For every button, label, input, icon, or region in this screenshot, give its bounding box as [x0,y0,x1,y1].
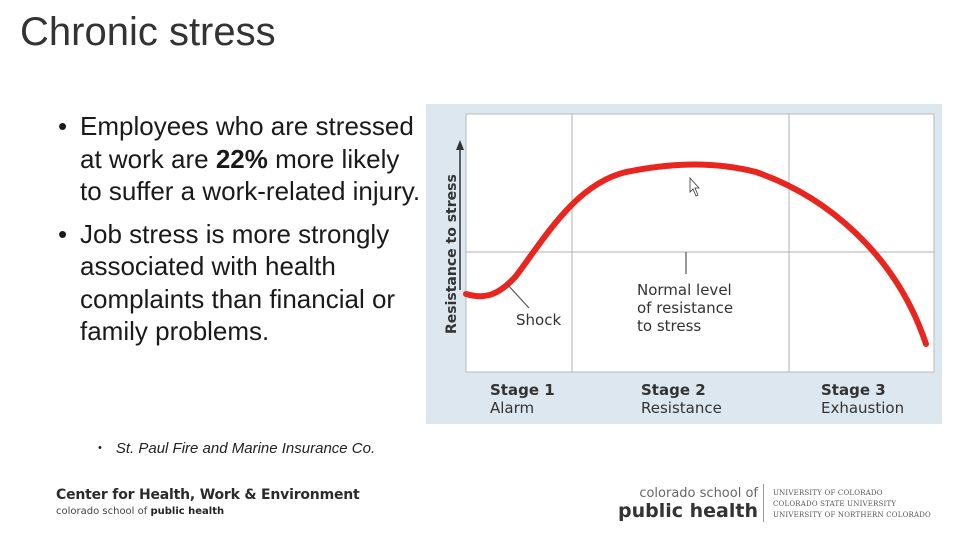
slide-title: Chronic stress [20,10,276,54]
normal-label-line-1: Normal level [637,281,732,299]
bullet-text: Employees who are stressed at work are [80,111,414,174]
stage-3-name: Stage 3 [821,381,886,399]
normal-label-line-3: to stress [637,317,701,335]
center-sub-prefix: colorado school of [56,506,151,517]
bullet-highlight: 22% [215,143,268,174]
stage-2-name: Stage 2 [641,381,706,399]
center-logo: Center for Health, Work & Environment co… [56,487,360,517]
resistance-curve [463,161,929,347]
university-2: COLORADO STATE UNIVERSITY [773,500,897,508]
bullet-text: Job stress is more strongly associated w… [80,218,396,347]
shock-pointer [506,283,530,309]
stage-3-phase: Exhaustion [821,399,904,417]
bullet-item: • Employees who are stressed at work are … [58,110,428,208]
source-citation: • St. Paul Fire and Marine Insurance Co. [98,440,375,457]
mouse-cursor-icon [689,176,700,197]
csph-line-1: colorado school of [639,486,758,501]
center-sub-bold: public health [150,506,225,517]
gas-diagram-svg: Resistance to stress Shock Normal level … [444,113,935,417]
stage-2-phase: Resistance [641,399,722,417]
y-axis-arrowhead-icon [456,140,464,150]
normal-label-line-2: of resistance [637,299,733,317]
gas-diagram: Resistance to stress Shock Normal level … [426,104,942,424]
bullet-item: • Job stress is more strongly associated … [58,218,428,348]
center-name: Center for Health, Work & Environment [56,487,360,503]
university-3: UNIVERSITY OF NORTHERN COLORADO [773,511,931,519]
shock-label: Shock [516,311,561,329]
center-subtitle: colorado school of public health [56,506,360,517]
stage-1-phase: Alarm [490,399,534,417]
bullet-dot: • [58,218,68,249]
csph-logo: colorado school of public health [612,486,758,521]
plot-area [465,113,935,373]
citation-dot: • [98,442,102,454]
bullet-list: • Employees who are stressed at work are … [58,110,428,358]
bullet-text-end: more likely to suffer a work-related inj… [80,143,421,207]
source-text: St. Paul Fire and Marine Insurance Co. [115,440,376,457]
stage-1-name: Stage 1 [490,381,555,399]
csph-line-2: public health [618,500,758,522]
bullet-dot: • [58,111,68,141]
logo-divider [763,484,764,522]
y-axis-label: Resistance to stress [444,174,460,334]
university-1: UNIVERSITY OF COLORADO [773,489,883,497]
university-list: UNIVERSITY OF COLORADO COLORADO STATE UN… [773,488,931,521]
